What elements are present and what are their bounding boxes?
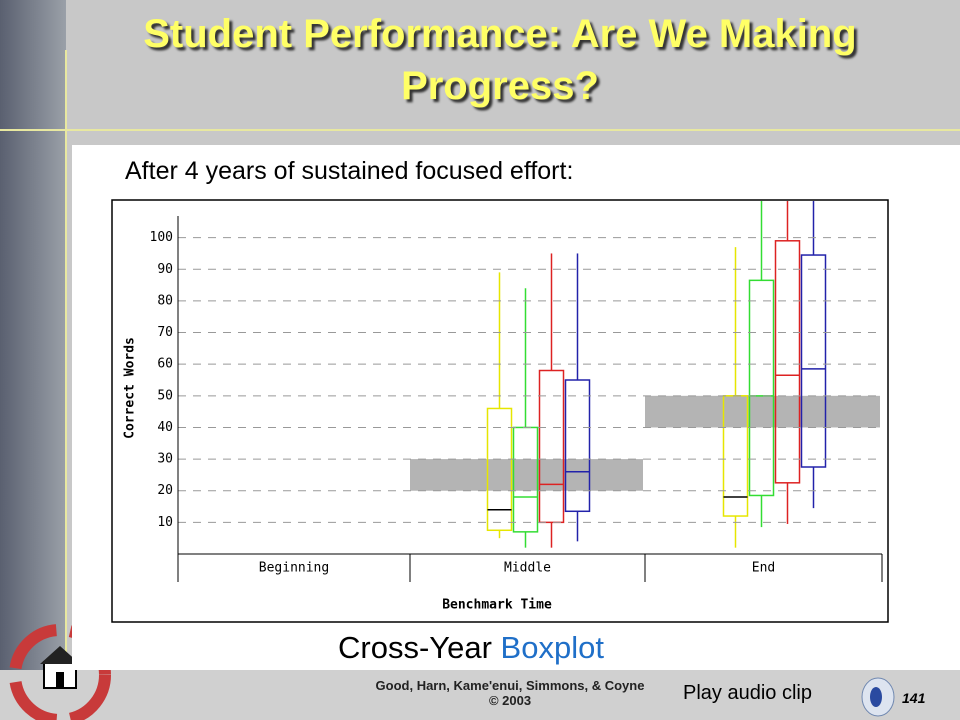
y-axis-label: Correct Words (123, 337, 138, 439)
x-tick-label: Middle (504, 561, 551, 576)
audio-link[interactable]: Play audio clip (683, 682, 812, 704)
x-tick-label: Beginning (259, 561, 329, 576)
box (800, 254, 827, 468)
y-tick-label: 100 (150, 230, 173, 245)
caption: Cross-Year Boxplot (338, 630, 604, 666)
page-number: 141 (902, 690, 926, 706)
box (486, 407, 513, 532)
y-tick-label: 80 (157, 293, 173, 308)
box (748, 279, 775, 497)
box (564, 379, 591, 513)
slide-title: Student Performance: Are We Making Progr… (143, 12, 857, 108)
y-tick-label: 70 (157, 325, 173, 340)
y-tick-label: 90 (157, 262, 173, 277)
x-axis-label: Benchmark Time (442, 598, 552, 613)
box (774, 240, 801, 484)
box (538, 369, 565, 524)
footer-copyright: © 2003 (488, 693, 532, 708)
y-tick-label: 50 (157, 388, 173, 403)
benchmark-band (645, 395, 880, 428)
caption-link[interactable]: Boxplot (500, 630, 604, 665)
footer: Good, Harn, Kame'enui, Simmons, & Coyne ©… (330, 678, 690, 708)
footer-authors: Good, Harn, Kame'enui, Simmons, & Coyne (375, 678, 645, 693)
subtitle: After 4 years of sustained focused effor… (125, 157, 574, 185)
y-tick-label: 20 (157, 483, 173, 498)
y-tick-label: 60 (157, 357, 173, 372)
y-tick-label: 40 (157, 420, 173, 435)
y-tick-label: 10 (157, 515, 173, 530)
caption-text: Cross-Year (338, 630, 501, 665)
y-tick-label: 30 (157, 452, 173, 467)
x-tick-label: End (752, 561, 775, 576)
benchmark-band (410, 459, 643, 491)
